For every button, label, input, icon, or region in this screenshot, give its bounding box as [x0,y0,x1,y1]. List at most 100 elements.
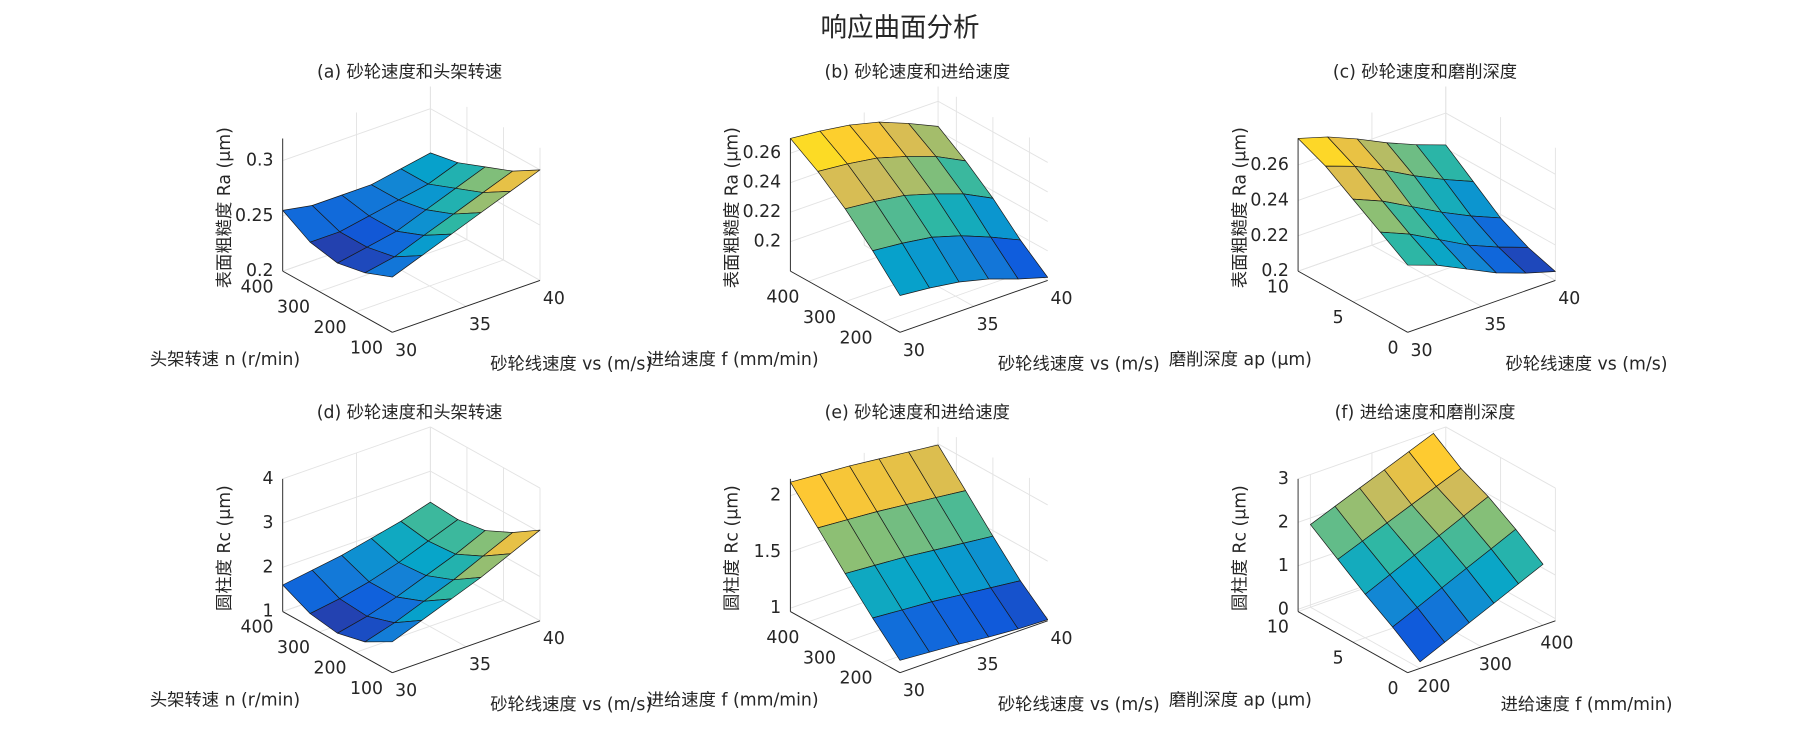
z-tick-label: 0.24 [743,173,782,193]
x-tick-label: 30 [903,341,925,361]
y-axis-label: 磨削深度 ap (μm) [1169,350,1312,370]
subplot: 30 35 40 0 5 100.2 0.22 0.24 0.26 (c) 砂轮速度和磨削深度砂轮… [1169,63,1668,375]
x-tick-label: 40 [543,629,565,649]
y-tick-label: 400 [766,628,799,648]
x-tick-label: 40 [543,289,565,309]
x-tick-label: 35 [977,315,999,335]
y-tick-label: 100 [350,338,383,358]
x-tick-label: 40 [1051,629,1073,649]
y-axis [1297,270,1408,333]
z-tick-label: 0.22 [743,202,782,222]
y-axis [790,611,901,674]
x-axis [1407,620,1556,674]
surface-face [872,242,930,296]
z-tick-label: 0.22 [1250,226,1289,246]
y-axis-label: 进给速度 f (mm/min) [647,690,819,710]
z-tick-label: 2 [770,486,781,506]
x-axis [899,279,1048,333]
y-tick-label: 10 [1267,277,1289,297]
z-axis-label: 表面粗糙度 Ra (μm) [723,127,743,288]
grid-line [1445,426,1556,489]
x-tick-label: 35 [1484,315,1506,335]
surface-face [364,619,423,643]
y-tick-label: 300 [803,648,836,668]
surface-face [364,255,423,278]
grid-line [430,108,541,171]
x-axis [392,279,541,333]
grid-line [937,443,1048,506]
surface-face [1392,607,1445,663]
surface-face [872,609,930,661]
x-tick-label: 40 [1051,289,1073,309]
x-axis-label: 砂轮线速度 vs (m/s) [998,695,1160,715]
z-tick-label: 4 [262,469,273,489]
x-tick-label: 300 [1479,655,1512,675]
y-axis-label: 磨削深度 ap (μm) [1169,690,1312,710]
y-tick-label: 400 [766,288,799,308]
z-tick-label: 0.26 [1250,155,1289,175]
x-axis [899,620,1048,674]
x-tick-label: 35 [469,655,491,675]
grid-line [937,100,1048,163]
y-tick-label: 0 [1387,338,1398,358]
y-axis-label: 头架转速 n (r/min) [150,350,300,370]
x-tick-label: 30 [1411,341,1433,361]
z-tick-label: 0.25 [235,206,274,226]
y-axis [282,611,393,674]
grid-line [937,130,1048,193]
grid-line [430,470,541,533]
x-tick-label: 30 [395,681,417,701]
z-tick-label: 1 [262,602,273,622]
grid-line [282,426,431,480]
grid-line [282,470,431,524]
x-tick-label: 40 [1558,289,1580,309]
z-tick-label: 3 [1278,469,1289,489]
z-tick-label: 0.26 [743,143,782,163]
y-axis-label: 进给速度 f (mm/min) [647,350,819,370]
y-tick-label: 0 [1387,679,1398,699]
x-tick-label: 35 [469,315,491,335]
z-axis-label: 圆柱度 Rc (μm) [215,485,235,611]
z-axis-label: 圆柱度 Rc (μm) [1230,485,1250,611]
subplot-title: (d) 砂轮速度和头架转速 [317,403,503,423]
z-tick-label: 0.2 [754,232,782,252]
grid-line [430,426,541,489]
z-axis-label: 表面粗糙度 Ra (μm) [1230,127,1250,288]
y-axis-label: 头架转速 n (r/min) [150,690,300,710]
subplot-title: (b) 砂轮速度和进给速度 [824,63,1010,83]
x-tick-label: 35 [977,655,999,675]
y-tick-label: 300 [803,308,836,328]
z-tick-label: 0.24 [1250,190,1289,210]
z-tick-label: 3 [262,513,273,533]
grid-line [1445,112,1556,175]
y-axis [282,270,393,333]
surface-face [1380,231,1438,266]
x-axis [1407,279,1556,333]
z-tick-label: 0.2 [246,261,274,281]
z-axis-label: 表面粗糙度 Ra (μm) [215,127,235,288]
z-tick-label: 1 [770,598,781,618]
subplot-title: (c) 砂轮速度和磨削深度 [1333,63,1517,83]
y-tick-label: 400 [240,277,273,297]
grid-line [1297,426,1446,480]
subplot-title: (f) 进给速度和磨削深度 [1335,403,1516,423]
y-tick-label: 300 [277,638,310,658]
z-tick-label: 0.3 [246,151,274,171]
subplot-title: (a) 砂轮速度和头架转速 [317,63,502,83]
y-tick-label: 5 [1333,308,1344,328]
z-tick-label: 0 [1278,599,1289,619]
y-tick-label: 200 [314,658,347,678]
x-tick-label: 30 [903,681,925,701]
grid-line [1445,148,1556,211]
x-axis-label: 砂轮线速度 vs (m/s) [490,355,652,375]
z-axis-label: 圆柱度 Rc (μm) [723,485,743,611]
x-tick-label: 400 [1540,634,1573,654]
z-tick-label: 2 [1278,512,1289,532]
z-tick-label: 1 [1278,556,1289,576]
